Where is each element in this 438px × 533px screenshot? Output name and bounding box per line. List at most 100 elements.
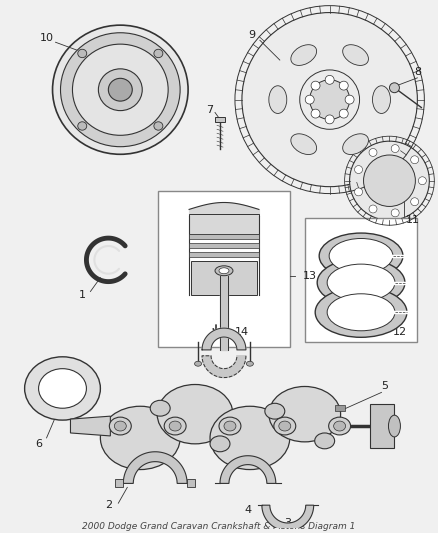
Ellipse shape	[389, 415, 400, 437]
Ellipse shape	[372, 86, 390, 114]
Ellipse shape	[328, 417, 350, 435]
Ellipse shape	[215, 266, 233, 276]
Text: 14: 14	[235, 327, 249, 337]
Circle shape	[364, 155, 415, 206]
Ellipse shape	[154, 49, 163, 58]
Ellipse shape	[269, 386, 341, 442]
Bar	[189, 214, 259, 234]
Ellipse shape	[25, 357, 100, 420]
Ellipse shape	[108, 78, 132, 101]
Ellipse shape	[169, 421, 181, 431]
Ellipse shape	[269, 86, 287, 114]
Ellipse shape	[327, 294, 395, 331]
Polygon shape	[202, 328, 246, 350]
Text: 12: 12	[392, 327, 406, 337]
Ellipse shape	[265, 403, 285, 419]
Circle shape	[310, 80, 350, 119]
Text: 6: 6	[35, 439, 42, 449]
Circle shape	[345, 95, 354, 104]
Text: 2: 2	[105, 500, 112, 510]
Polygon shape	[71, 416, 110, 436]
Ellipse shape	[314, 433, 335, 449]
Bar	[158, 191, 290, 347]
Ellipse shape	[334, 421, 346, 431]
Circle shape	[305, 95, 314, 104]
Circle shape	[389, 83, 399, 93]
Ellipse shape	[99, 69, 142, 111]
Ellipse shape	[39, 369, 86, 408]
Text: 8: 8	[414, 67, 421, 77]
Polygon shape	[262, 505, 314, 531]
Ellipse shape	[210, 436, 230, 452]
Ellipse shape	[343, 45, 368, 66]
Ellipse shape	[78, 49, 87, 58]
Bar	[305, 219, 417, 342]
Ellipse shape	[224, 421, 236, 431]
Circle shape	[391, 144, 399, 152]
Ellipse shape	[78, 122, 87, 130]
Text: 13: 13	[303, 271, 317, 281]
Circle shape	[350, 141, 429, 220]
Ellipse shape	[53, 25, 188, 154]
Text: 11: 11	[406, 215, 419, 225]
Polygon shape	[124, 452, 187, 483]
Circle shape	[339, 81, 348, 90]
Polygon shape	[220, 456, 276, 483]
Bar	[187, 480, 195, 487]
Ellipse shape	[247, 361, 254, 366]
Ellipse shape	[150, 400, 170, 416]
Ellipse shape	[114, 421, 126, 431]
Bar	[191, 261, 257, 295]
Ellipse shape	[164, 417, 186, 435]
Bar	[189, 243, 259, 248]
Circle shape	[325, 75, 334, 84]
Circle shape	[325, 115, 334, 124]
Ellipse shape	[291, 45, 317, 66]
Circle shape	[354, 188, 363, 196]
Bar	[215, 117, 225, 123]
Text: 4: 4	[244, 505, 251, 515]
Bar	[370, 404, 395, 448]
Ellipse shape	[110, 417, 131, 435]
Bar	[115, 480, 124, 487]
Ellipse shape	[219, 268, 229, 274]
Polygon shape	[202, 356, 246, 377]
Text: 3: 3	[284, 518, 291, 528]
Ellipse shape	[154, 122, 163, 130]
Text: 10: 10	[39, 33, 53, 43]
Circle shape	[242, 13, 417, 187]
Ellipse shape	[219, 417, 241, 435]
Ellipse shape	[319, 233, 403, 279]
Circle shape	[391, 209, 399, 217]
Circle shape	[339, 109, 348, 118]
Text: 1: 1	[79, 290, 86, 301]
Ellipse shape	[327, 264, 395, 301]
Bar	[335, 405, 345, 411]
Ellipse shape	[343, 134, 368, 155]
Circle shape	[411, 156, 419, 164]
Bar	[189, 252, 259, 257]
Ellipse shape	[329, 238, 393, 273]
Text: 9: 9	[248, 30, 255, 41]
Ellipse shape	[274, 417, 296, 435]
Ellipse shape	[279, 421, 291, 431]
Ellipse shape	[60, 33, 180, 147]
Circle shape	[354, 166, 363, 174]
Circle shape	[369, 205, 377, 213]
Ellipse shape	[100, 406, 180, 470]
Ellipse shape	[317, 259, 405, 306]
Text: 7: 7	[206, 104, 214, 115]
Ellipse shape	[291, 134, 317, 155]
Ellipse shape	[210, 406, 290, 470]
Circle shape	[369, 149, 377, 156]
Circle shape	[411, 198, 419, 206]
Ellipse shape	[72, 44, 168, 135]
Ellipse shape	[157, 384, 233, 444]
Text: 5: 5	[381, 382, 388, 391]
Ellipse shape	[194, 361, 201, 366]
Bar	[189, 234, 259, 239]
Ellipse shape	[315, 287, 407, 337]
Text: 2000 Dodge Grand Caravan Crankshaft & Pistons Diagram 1: 2000 Dodge Grand Caravan Crankshaft & Pi…	[82, 522, 356, 531]
Circle shape	[418, 177, 426, 184]
Circle shape	[311, 109, 320, 118]
